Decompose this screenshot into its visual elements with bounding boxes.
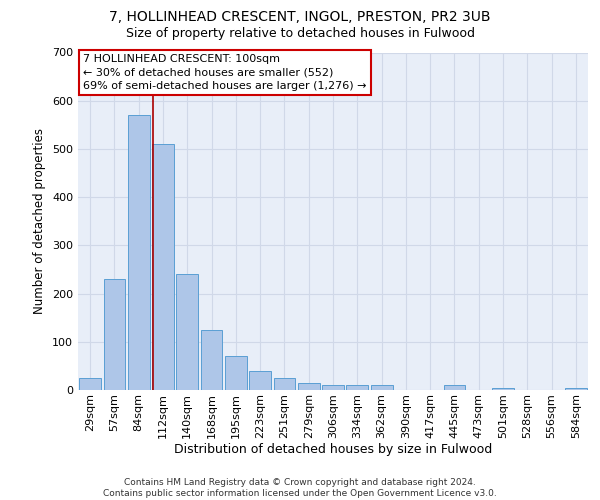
Bar bbox=[492, 388, 514, 390]
Text: 7 HOLLINHEAD CRESCENT: 100sqm
← 30% of detached houses are smaller (552)
69% of : 7 HOLLINHEAD CRESCENT: 100sqm ← 30% of d… bbox=[83, 54, 367, 90]
Bar bbox=[128, 115, 149, 390]
Text: Size of property relative to detached houses in Fulwood: Size of property relative to detached ho… bbox=[125, 28, 475, 40]
Bar bbox=[152, 144, 174, 390]
Text: Contains HM Land Registry data © Crown copyright and database right 2024.
Contai: Contains HM Land Registry data © Crown c… bbox=[103, 478, 497, 498]
Bar bbox=[443, 385, 466, 390]
X-axis label: Distribution of detached houses by size in Fulwood: Distribution of detached houses by size … bbox=[174, 444, 492, 456]
Bar bbox=[104, 279, 125, 390]
Bar bbox=[225, 356, 247, 390]
Bar bbox=[298, 383, 320, 390]
Bar bbox=[176, 274, 198, 390]
Bar bbox=[249, 370, 271, 390]
Text: 7, HOLLINHEAD CRESCENT, INGOL, PRESTON, PR2 3UB: 7, HOLLINHEAD CRESCENT, INGOL, PRESTON, … bbox=[109, 10, 491, 24]
Bar bbox=[322, 385, 344, 390]
Bar bbox=[371, 385, 392, 390]
Bar bbox=[274, 378, 295, 390]
Bar bbox=[200, 330, 223, 390]
Bar bbox=[79, 378, 101, 390]
Bar bbox=[346, 385, 368, 390]
Y-axis label: Number of detached properties: Number of detached properties bbox=[34, 128, 46, 314]
Bar bbox=[565, 388, 587, 390]
